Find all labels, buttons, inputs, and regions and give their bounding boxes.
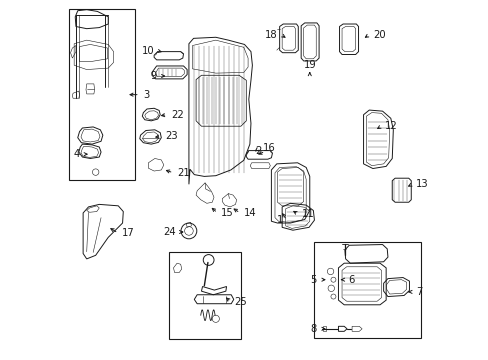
Text: 15: 15 [221,208,233,218]
Text: 24: 24 [163,227,175,237]
Text: 14: 14 [244,208,256,218]
Text: 2: 2 [255,146,261,156]
Bar [169,252,241,338]
Text: 20: 20 [372,30,385,40]
Text: 4: 4 [73,149,80,159]
Text: 9: 9 [150,71,156,81]
Text: 18: 18 [264,30,277,40]
Text: 12: 12 [384,121,397,131]
Text: 16: 16 [262,143,275,153]
Text: 23: 23 [164,131,177,141]
Text: 11: 11 [301,209,314,219]
Text: 1: 1 [276,215,283,225]
Text: 7: 7 [415,287,422,297]
Text: 5: 5 [310,275,316,285]
Text: 17: 17 [122,228,134,238]
Text: 21: 21 [177,168,189,178]
Text: 25: 25 [234,297,247,307]
Text: 8: 8 [310,324,316,334]
Text: 19: 19 [303,59,316,69]
Text: 22: 22 [171,110,183,120]
Bar [69,9,135,180]
Text: 6: 6 [348,275,354,285]
Bar [314,242,420,338]
Text: 13: 13 [415,179,427,189]
Text: 3: 3 [143,90,149,100]
Text: 10: 10 [141,46,154,56]
